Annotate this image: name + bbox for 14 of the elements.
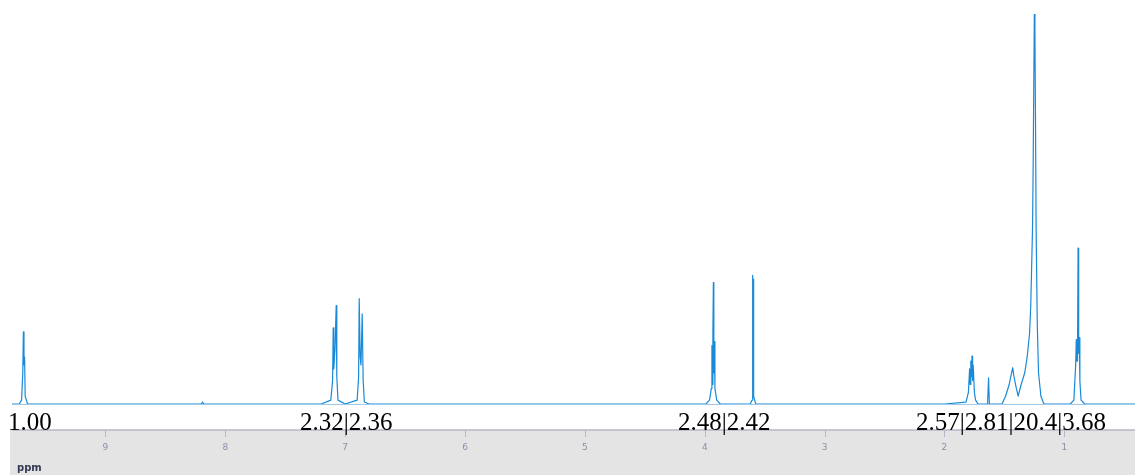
text: 1.00 (8, 408, 52, 436)
x-tick-label: 8 (222, 441, 229, 452)
x-tick-label: 2 (941, 441, 948, 452)
x-axis-title: ppm (17, 462, 42, 474)
x-tick-label: 1 (1061, 441, 1068, 452)
text: 2.48|2.42 (678, 408, 771, 436)
x-tick-label: 6 (462, 441, 469, 452)
text: 2.32|2.36 (300, 408, 393, 436)
x-tick-label: 4 (701, 441, 708, 452)
x-tick-label: 7 (342, 441, 349, 452)
x-tick-label: 3 (821, 441, 828, 452)
x-tick-label: 5 (582, 441, 588, 452)
x-tick-label: 9 (102, 441, 109, 452)
text: 2.57|2.81|20.4|3.68 (916, 408, 1107, 436)
